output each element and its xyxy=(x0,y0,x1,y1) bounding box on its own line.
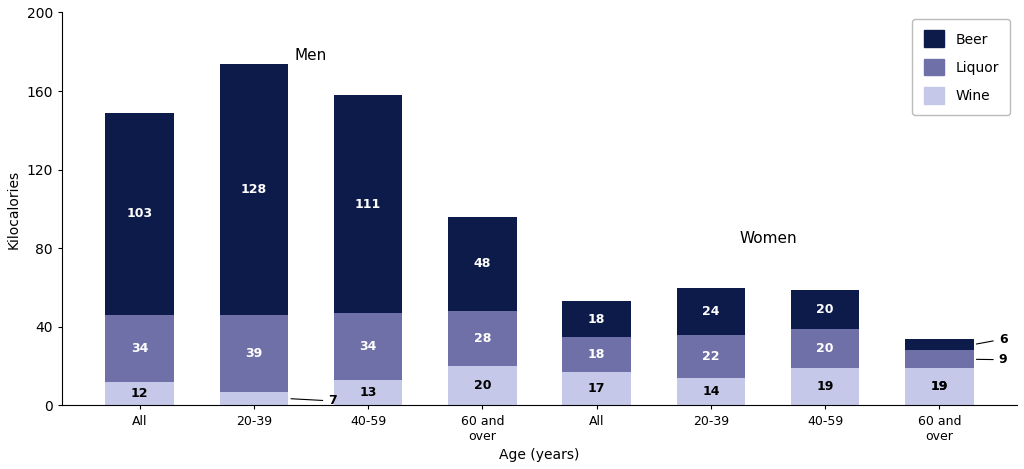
Bar xyxy=(449,311,517,366)
Bar xyxy=(562,372,631,406)
Legend: Beer, Liquor, Wine: Beer, Liquor, Wine xyxy=(912,19,1010,114)
Bar xyxy=(677,335,745,378)
Bar xyxy=(220,63,288,315)
Bar xyxy=(105,113,174,315)
Text: 9: 9 xyxy=(977,353,1008,366)
Text: 34: 34 xyxy=(359,340,377,353)
Text: 20: 20 xyxy=(474,379,492,393)
Text: 19: 19 xyxy=(816,380,834,393)
Text: 19: 19 xyxy=(931,380,948,393)
Text: 6: 6 xyxy=(976,333,1008,346)
Bar xyxy=(791,368,859,406)
Text: 18: 18 xyxy=(588,312,605,325)
Text: 20: 20 xyxy=(816,303,834,316)
Text: 39: 39 xyxy=(246,347,262,360)
X-axis label: Age (years): Age (years) xyxy=(500,448,580,462)
Text: 22: 22 xyxy=(702,350,720,363)
Text: 14: 14 xyxy=(702,385,720,398)
Bar xyxy=(334,95,402,313)
Text: 17: 17 xyxy=(588,382,605,395)
Text: 103: 103 xyxy=(127,207,153,220)
Text: 19: 19 xyxy=(931,380,948,393)
Text: 24: 24 xyxy=(702,305,720,318)
Y-axis label: Kilocalories: Kilocalories xyxy=(7,169,20,249)
Bar xyxy=(105,315,174,382)
Text: Women: Women xyxy=(739,231,797,246)
Bar xyxy=(562,337,631,372)
Bar xyxy=(220,315,288,392)
Bar xyxy=(334,380,402,406)
Bar xyxy=(562,301,631,337)
Bar xyxy=(905,339,974,350)
Text: 12: 12 xyxy=(131,387,148,400)
Bar xyxy=(449,217,517,311)
Text: 111: 111 xyxy=(355,197,381,211)
Text: 13: 13 xyxy=(359,386,377,399)
Bar xyxy=(220,392,288,406)
Text: 7: 7 xyxy=(291,394,337,408)
Text: 128: 128 xyxy=(241,183,267,196)
Text: Men: Men xyxy=(295,48,328,63)
Bar xyxy=(791,329,859,368)
Bar xyxy=(905,368,974,406)
Text: 34: 34 xyxy=(131,342,148,355)
Bar xyxy=(677,287,745,335)
Text: 28: 28 xyxy=(474,332,492,345)
Bar xyxy=(105,382,174,406)
Bar xyxy=(334,313,402,380)
Text: 20: 20 xyxy=(816,342,834,355)
Bar xyxy=(677,378,745,406)
Bar xyxy=(791,289,859,329)
Text: 18: 18 xyxy=(588,348,605,361)
Bar xyxy=(905,350,974,368)
Bar xyxy=(449,366,517,406)
Text: 48: 48 xyxy=(474,257,492,271)
